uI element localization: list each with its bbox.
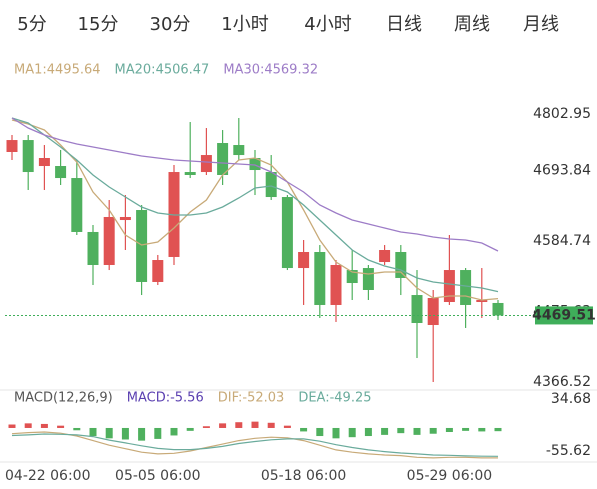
macd-bar bbox=[8, 424, 16, 428]
y-tick-label: 4802.95 bbox=[533, 106, 591, 122]
candle-body bbox=[22, 140, 34, 173]
macd-bar bbox=[478, 427, 486, 432]
ma-line bbox=[11, 117, 499, 293]
macd-bar bbox=[300, 427, 308, 432]
tab[interactable]: 5分 bbox=[17, 14, 46, 35]
macd-bar bbox=[105, 427, 113, 439]
candle-body bbox=[87, 231, 99, 265]
tab[interactable]: 日线 bbox=[386, 14, 422, 35]
macd-bar bbox=[429, 427, 437, 434]
candle-body bbox=[119, 216, 131, 221]
candle-body bbox=[476, 300, 488, 303]
candle-body bbox=[460, 270, 472, 305]
candle-body bbox=[346, 270, 358, 284]
candle-body bbox=[233, 145, 245, 156]
macd-bar bbox=[40, 423, 48, 428]
macd-bar bbox=[332, 427, 340, 439]
candle-body bbox=[103, 216, 115, 265]
candle-body bbox=[330, 264, 342, 305]
candle-body bbox=[379, 250, 391, 263]
candle-body bbox=[443, 270, 455, 303]
macd-bar bbox=[170, 427, 178, 436]
macd-bar bbox=[413, 427, 421, 435]
candle-body bbox=[314, 252, 326, 305]
tab[interactable]: 月线 bbox=[523, 14, 559, 35]
macd-bar bbox=[364, 427, 372, 437]
legend-entry: MA30:4569.32 bbox=[223, 63, 318, 78]
macd-bar bbox=[397, 427, 405, 434]
macd-title: MACD(12,26,9) bbox=[14, 391, 113, 406]
y-tick-label: 4366.52 bbox=[533, 374, 591, 390]
candle-body bbox=[217, 143, 229, 175]
y-tick-label: 4584.74 bbox=[533, 233, 591, 249]
candle-body bbox=[152, 260, 164, 282]
macd-bar bbox=[138, 427, 146, 441]
candle-body bbox=[200, 155, 212, 173]
last-price-box bbox=[535, 306, 593, 325]
x-tick-label: 04-22 06:00 bbox=[5, 468, 90, 484]
last-price-label: 4469.51 bbox=[532, 307, 596, 323]
candle-body bbox=[411, 295, 423, 324]
macd-bar bbox=[348, 427, 356, 438]
legend-entry: DIF:-52.03 bbox=[218, 391, 285, 406]
candle-body bbox=[281, 197, 293, 269]
macd-bar bbox=[73, 427, 81, 431]
macd-bar bbox=[57, 425, 65, 428]
macd-bar bbox=[283, 425, 291, 428]
macd-bar bbox=[154, 427, 162, 439]
macd-bar bbox=[219, 423, 227, 428]
x-tick-label: 05-05 06:00 bbox=[115, 468, 200, 484]
macd-bar bbox=[316, 427, 324, 437]
candle-body bbox=[395, 252, 407, 278]
macd-bar bbox=[89, 427, 97, 437]
y-tick-label: 34.68 bbox=[551, 391, 591, 407]
candle-body bbox=[136, 210, 148, 282]
y-tick-label: -55.62 bbox=[546, 443, 591, 459]
macd-bar bbox=[494, 427, 502, 432]
tab[interactable]: 4小时 bbox=[304, 14, 351, 35]
x-tick-label: 05-29 06:00 bbox=[407, 468, 492, 484]
candle-body bbox=[38, 158, 50, 167]
candle-body bbox=[265, 172, 277, 198]
macd-bar bbox=[121, 427, 129, 440]
x-tick-label: 05-18 06:00 bbox=[261, 468, 346, 484]
macd-bar bbox=[235, 422, 243, 428]
macd-bar bbox=[202, 426, 210, 428]
macd-line bbox=[11, 431, 498, 459]
tab[interactable]: 15分 bbox=[78, 14, 119, 35]
macd-bar bbox=[445, 427, 453, 433]
macd-bar bbox=[267, 422, 275, 428]
macd-bar bbox=[381, 427, 389, 435]
macd-bar bbox=[251, 421, 259, 428]
candle-body bbox=[6, 140, 18, 152]
legend-entry: DEA:-49.25 bbox=[298, 391, 371, 406]
macd-bar bbox=[186, 427, 194, 431]
macd-bar bbox=[462, 427, 470, 431]
macd-bar bbox=[24, 423, 32, 428]
ma-line bbox=[11, 117, 499, 252]
legend-entry: MA20:4506.47 bbox=[115, 63, 210, 78]
tab[interactable]: 1小时 bbox=[221, 14, 268, 35]
candle-body bbox=[298, 252, 310, 269]
candle-body bbox=[427, 298, 439, 326]
candle-body bbox=[249, 158, 261, 171]
tab[interactable]: 30分 bbox=[150, 14, 191, 35]
macd-line bbox=[11, 433, 499, 457]
candle-body bbox=[184, 172, 196, 175]
candle-body bbox=[362, 268, 374, 290]
tab[interactable]: 周线 bbox=[454, 14, 490, 35]
candle-body bbox=[55, 166, 67, 179]
candle-body bbox=[71, 178, 83, 232]
y-tick-label: 4693.84 bbox=[533, 163, 591, 179]
legend-entry: MA1:4495.64 bbox=[14, 63, 101, 78]
legend-entry: MACD:-5.56 bbox=[127, 391, 204, 406]
ma-line bbox=[11, 119, 499, 301]
candle-body bbox=[492, 302, 504, 316]
